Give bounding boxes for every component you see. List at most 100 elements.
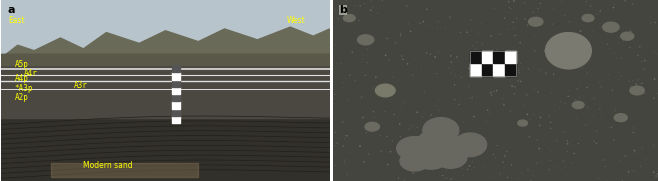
Text: A5p: A5p (14, 60, 28, 69)
Point (444, 118, 455, 121)
Bar (172, 116, 180, 123)
Point (456, 76, 467, 79)
Point (390, 41, 401, 44)
Point (576, 94, 587, 97)
Point (368, 87, 378, 89)
Point (412, 126, 422, 129)
Point (342, 99, 353, 102)
Point (409, 139, 420, 142)
Bar (470, 51, 516, 76)
Bar (172, 72, 180, 80)
Point (416, 65, 426, 68)
Point (423, 24, 434, 27)
Point (551, 139, 562, 142)
Point (466, 153, 476, 155)
Point (363, 48, 373, 51)
Point (626, 86, 636, 89)
Point (502, 28, 513, 31)
Point (628, 79, 638, 82)
Point (361, 131, 372, 134)
Point (342, 134, 352, 137)
Point (651, 144, 658, 147)
Point (382, 93, 392, 96)
Point (554, 166, 565, 169)
Point (415, 22, 426, 25)
Point (644, 161, 654, 164)
Point (457, 167, 467, 170)
Point (395, 52, 405, 55)
Point (540, 40, 550, 43)
Point (446, 72, 457, 75)
Point (635, 165, 645, 168)
Point (367, 130, 378, 133)
Point (488, 153, 499, 156)
Point (334, 58, 345, 61)
Point (333, 17, 343, 20)
Point (595, 108, 605, 110)
Point (449, 83, 460, 86)
Point (395, 135, 405, 138)
Point (633, 127, 644, 130)
Point (329, 97, 340, 100)
Ellipse shape (365, 122, 380, 131)
Point (557, 0, 567, 3)
Ellipse shape (343, 14, 355, 22)
Point (377, 0, 388, 2)
Point (641, 47, 651, 50)
Text: b: b (340, 5, 347, 15)
Point (583, 110, 594, 113)
Point (613, 79, 624, 81)
Point (651, 100, 658, 103)
Point (450, 171, 461, 174)
Point (589, 140, 599, 143)
Point (339, 159, 349, 162)
Point (574, 96, 585, 99)
Point (434, 99, 444, 102)
Point (504, 6, 515, 9)
Bar (494, 51, 505, 63)
Ellipse shape (438, 149, 467, 168)
Point (422, 8, 432, 11)
Point (428, 167, 438, 169)
Ellipse shape (454, 133, 487, 157)
Point (486, 35, 496, 37)
Point (448, 167, 459, 170)
Bar (470, 63, 482, 76)
Point (446, 178, 457, 180)
Point (433, 50, 443, 53)
Point (628, 170, 639, 172)
Point (340, 25, 351, 28)
Point (338, 121, 348, 124)
Point (417, 149, 427, 151)
Point (347, 51, 357, 54)
Point (555, 53, 566, 56)
Point (587, 30, 597, 33)
Point (460, 112, 470, 115)
Point (500, 50, 511, 53)
Point (506, 7, 517, 10)
Point (431, 72, 442, 75)
Point (438, 108, 448, 110)
Point (470, 48, 480, 50)
Point (454, 103, 465, 106)
Point (509, 0, 519, 2)
Point (547, 23, 558, 26)
Point (403, 22, 413, 25)
Point (572, 88, 582, 90)
Point (510, 34, 520, 37)
Point (630, 132, 641, 135)
Point (559, 14, 570, 17)
Point (540, 146, 550, 149)
Ellipse shape (397, 137, 433, 160)
Point (649, 77, 658, 80)
Point (596, 25, 607, 28)
Ellipse shape (582, 14, 594, 22)
Point (376, 146, 387, 149)
Bar (470, 51, 482, 63)
Point (556, 167, 567, 170)
Ellipse shape (426, 120, 459, 143)
Point (507, 85, 517, 88)
Point (522, 93, 532, 96)
Point (463, 168, 473, 171)
Point (473, 76, 484, 79)
